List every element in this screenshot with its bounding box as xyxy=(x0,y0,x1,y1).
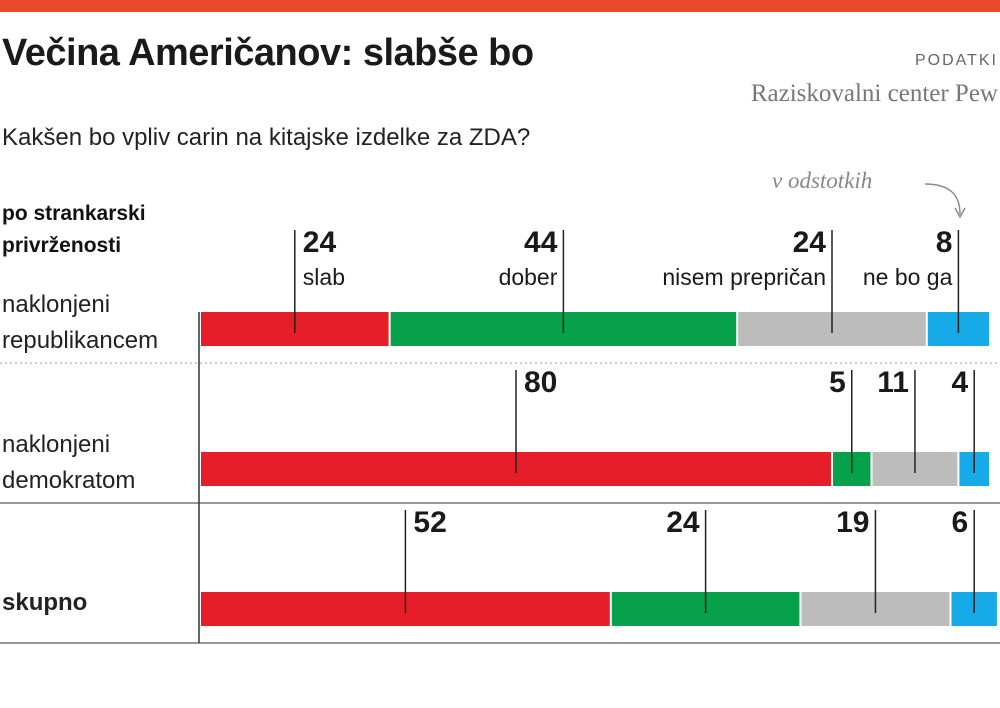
value-label: 11 xyxy=(877,366,909,399)
series-label: slab xyxy=(303,264,345,290)
category-label: naklonjeni demokratom xyxy=(2,431,136,494)
top-band xyxy=(0,0,1000,12)
value-label: 80 xyxy=(524,366,557,399)
value-label: 24 xyxy=(793,226,827,259)
value-label: 19 xyxy=(836,506,869,539)
series-label: nisem prepričan xyxy=(662,264,826,290)
series-label: dober xyxy=(499,264,558,290)
subtitle: Kakšen bo vpliv carin na kitajske izdelk… xyxy=(2,124,531,151)
note-arrowhead xyxy=(954,207,966,219)
chart-title: Večina Američanov: slabše bo xyxy=(2,32,534,74)
source-label: PODATKI xyxy=(914,52,998,69)
category-label: skupno xyxy=(2,589,88,616)
note-arrow xyxy=(924,183,961,215)
value-label: 5 xyxy=(829,366,846,399)
series-label: ne bo ga xyxy=(863,264,953,290)
value-label: 6 xyxy=(952,506,969,539)
value-label: 52 xyxy=(413,506,446,539)
group-label: po strankarski privrženosti xyxy=(2,202,146,257)
value-label: 24 xyxy=(666,506,700,539)
value-label: 4 xyxy=(952,366,969,399)
value-label: 8 xyxy=(936,226,953,259)
unit-note: v odstotkih xyxy=(772,168,873,193)
source: Raziskovalni center Pew xyxy=(750,80,998,107)
value-label: 24 xyxy=(303,226,337,259)
value-label: 44 xyxy=(524,226,558,259)
category-label: naklonjeni republikancem xyxy=(2,291,159,354)
